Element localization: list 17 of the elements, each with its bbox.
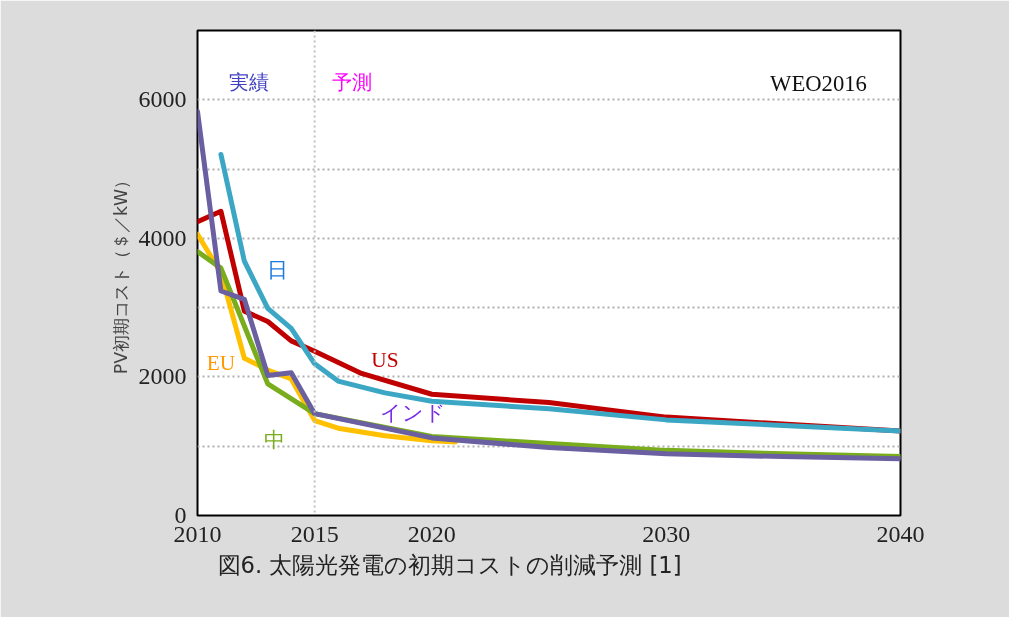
series-label: 中 [264,426,286,452]
x-tick-label: 2030 [642,520,691,547]
y-tick-label: 2000 [138,363,187,390]
annotation: WEO2016 [770,71,867,97]
annotation: 実績 [229,70,270,95]
y-tick-label: 4000 [138,224,187,251]
x-tick-label: 2040 [876,520,925,547]
annotation: 予測 [332,70,373,95]
y-tick-label: 6000 [138,86,187,113]
x-tick-label: 2015 [290,520,339,547]
caption: 図6. 太陽光発電の初期コストの削減予測 [1] [217,551,682,578]
series-label: インド [380,400,447,426]
series-label: 日 [266,257,288,283]
y-axis-title: PV初期コスト（＄／kW） [110,171,131,375]
series-label: EU [206,351,236,376]
series-label: US [371,347,399,372]
x-tick-label: 2020 [407,520,456,547]
